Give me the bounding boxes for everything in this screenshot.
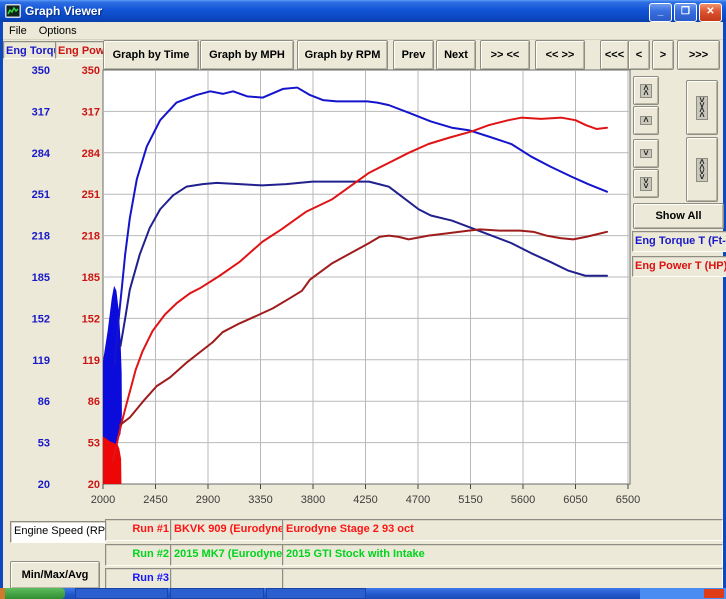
y-tick-label-right: 317 <box>82 106 100 118</box>
maximize-button[interactable]: ❐ <box>674 3 697 22</box>
x-tick-label: 3350 <box>248 494 272 506</box>
x-tick-label: 2450 <box>143 494 167 506</box>
pan-far-right-button[interactable]: >>> <box>677 40 720 70</box>
run-file-field-2[interactable]: 2015 MK7 (Eurodyne, E <box>170 544 283 566</box>
curve-run1-power <box>111 116 608 463</box>
range-expand-button[interactable]: ˄ ˄ ˅ ˅ <box>686 137 718 202</box>
range-contract-button[interactable]: ˅ ˅ ˄ ˄ <box>686 80 718 135</box>
y-tick-label-left: 152 <box>32 313 50 325</box>
taskbar-window-button[interactable] <box>266 588 366 599</box>
run-description-field-3[interactable] <box>282 568 723 590</box>
spin-double-up-icon: ˄ ˄ <box>640 83 652 98</box>
min-max-avg-button[interactable]: Min/Max/Avg <box>10 561 100 589</box>
x-tick-label: 4700 <box>406 494 430 506</box>
show-all-button[interactable]: Show All <box>633 203 724 229</box>
taskbar-edge-fragment <box>0 588 5 599</box>
x-axis-mode-field: Engine Speed (RPM <box>10 521 106 543</box>
curve-run2-torque <box>119 180 608 347</box>
taskbar-start-button-fragment[interactable] <box>5 588 65 599</box>
y-tick-label-left: 185 <box>32 272 50 284</box>
y-tick-label-left: 350 <box>32 65 50 77</box>
close-button[interactable]: ✕ <box>699 3 722 22</box>
torque-axis-header: Eng Torque <box>3 41 57 59</box>
window-border-right <box>723 22 726 588</box>
taskbar <box>0 588 726 599</box>
title-bar: Graph Viewer _ ❐ ✕ <box>0 0 726 22</box>
y-tick-label-left: 317 <box>32 106 50 118</box>
legend-item-torque[interactable]: Eng Torque T (Ft-L <box>632 231 726 252</box>
run-label-3: Run #3 <box>105 568 174 590</box>
minimize-button[interactable]: _ <box>649 3 672 22</box>
curve-run2-power <box>118 228 608 427</box>
menu-item-file[interactable]: File <box>9 24 27 37</box>
taskbar-window-button[interactable] <box>170 588 264 599</box>
menu-item-options[interactable]: Options <box>38 24 77 37</box>
x-tick-label: 4250 <box>353 494 377 506</box>
menu-bar: File Options <box>3 22 723 40</box>
window-title: Graph Viewer <box>25 4 103 18</box>
run-label-2: Run #2 <box>105 544 174 566</box>
taskbar-window-button[interactable] <box>75 588 168 599</box>
x-tick-label: 5600 <box>511 494 535 506</box>
app-icon <box>5 3 21 19</box>
graph-by-time-button[interactable]: Graph by Time <box>103 40 199 70</box>
y-tick-label-right: 119 <box>82 355 100 367</box>
run-description-field-1[interactable]: Eurodyne Stage 2 93 oct <box>282 519 723 541</box>
taskbar-tray <box>640 588 726 599</box>
curve-run1-torque <box>113 86 608 366</box>
y-tick-label-right: 53 <box>88 438 100 450</box>
x-tick-label: 2000 <box>91 494 115 506</box>
y-tick-label-left: 53 <box>38 438 50 450</box>
y-tick-label-left: 218 <box>32 231 50 243</box>
spin-up-button[interactable]: ˄ <box>633 106 659 135</box>
graph-by-rpm-button[interactable]: Graph by RPM <box>297 40 388 70</box>
x-tick-label: 3800 <box>301 494 325 506</box>
dyno-chart: 2000 2450 2900 3350 3800 4250 4700 5150 5600 6050… <box>32 65 641 506</box>
x-tick-label: 2900 <box>196 494 220 506</box>
spin-double-up-button[interactable]: ˄ ˄ <box>633 76 659 105</box>
y-tick-label-right: 218 <box>82 231 100 243</box>
spin-up-icon: ˄ <box>640 116 652 125</box>
y-tick-label-right: 20 <box>88 479 100 491</box>
y-tick-label-right: 185 <box>82 272 100 284</box>
y-tick-label-right: 284 <box>82 148 101 160</box>
spin-down-icon: ˅ <box>640 149 652 158</box>
pan-far-left-button[interactable]: <<< <box>600 40 629 70</box>
pan-right-button[interactable]: > <box>652 40 674 70</box>
tray-icon[interactable] <box>704 589 724 598</box>
run-file-field-1[interactable]: BKVK 909 (Eurodyne, I <box>170 519 283 541</box>
legend-item-power[interactable]: Eng Power T (HP) <box>632 256 726 277</box>
spin-double-down-icon: ˅ ˅ <box>640 176 652 191</box>
y-tick-label-right: 86 <box>88 396 100 408</box>
y-tick-label-left: 284 <box>32 148 51 160</box>
zoom-out-x-button[interactable]: << >> <box>535 40 585 70</box>
y-tick-label-left: 20 <box>38 479 50 491</box>
y-tick-label-right: 152 <box>82 313 100 325</box>
pan-left-button[interactable]: < <box>628 40 650 70</box>
x-tick-label: 6500 <box>616 494 640 506</box>
range-expand-icon: ˄ ˄ ˅ ˅ <box>696 157 708 182</box>
x-tick-label: 5150 <box>458 494 482 506</box>
y-tick-label-left: 86 <box>38 396 50 408</box>
run-file-field-3[interactable] <box>170 568 283 590</box>
window-border-left <box>0 22 3 588</box>
run-description-field-2[interactable]: 2015 GTI Stock with Intake <box>282 544 723 566</box>
run-label-1: Run #1 <box>105 519 174 541</box>
spin-down-button[interactable]: ˅ <box>633 139 659 168</box>
power-axis-header: Eng Power <box>55 41 106 59</box>
y-tick-label-left: 251 <box>32 189 50 201</box>
spin-double-down-button[interactable]: ˅ ˅ <box>633 169 659 198</box>
y-tick-label-left: 119 <box>32 355 50 367</box>
range-contract-icon: ˅ ˅ ˄ ˄ <box>696 95 708 120</box>
x-tick-label: 6050 <box>563 494 587 506</box>
y-tick-label-right: 251 <box>82 189 100 201</box>
y-tick-label-right: 350 <box>82 65 100 77</box>
